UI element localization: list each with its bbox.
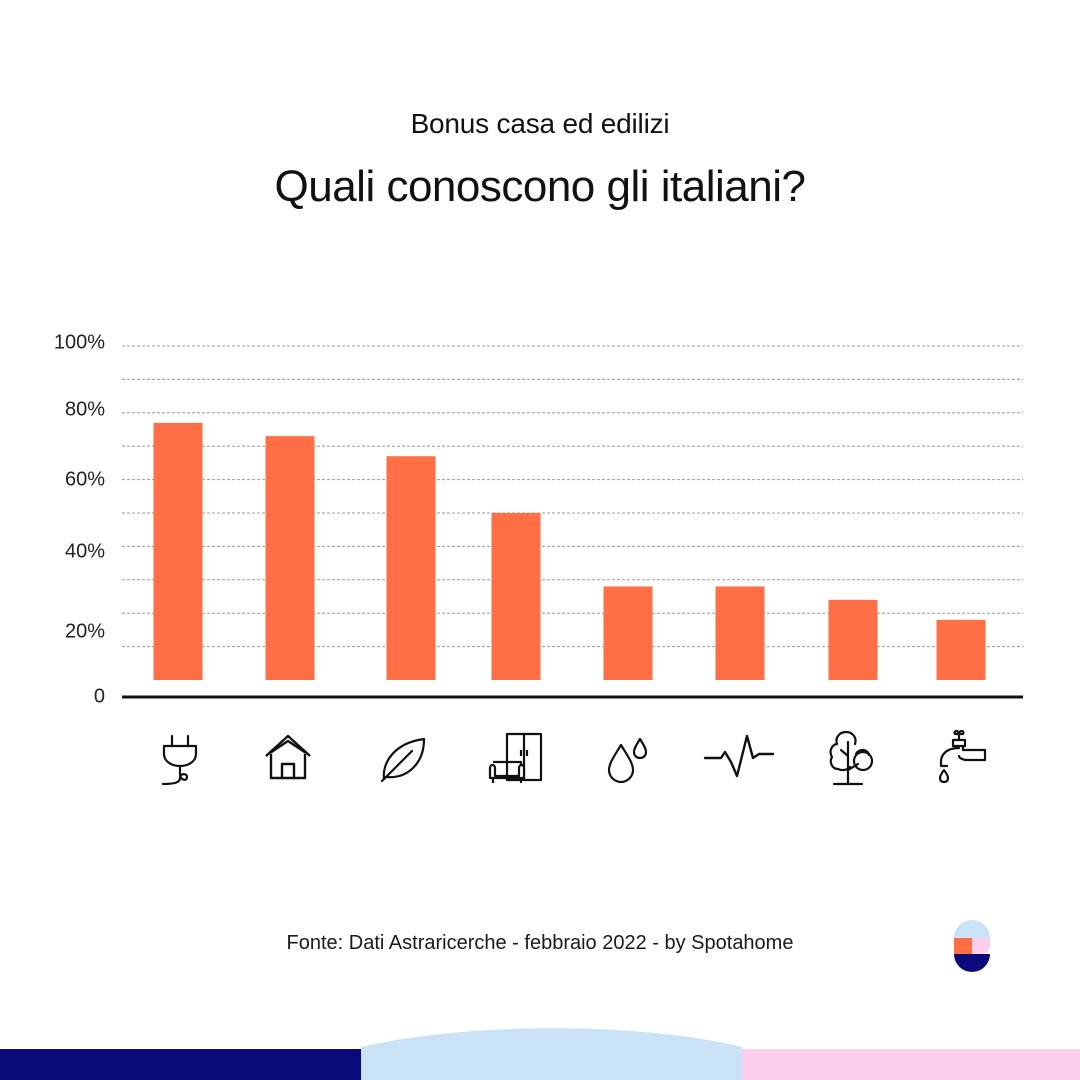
bar-furniture (491, 513, 541, 680)
faucet-icon (933, 728, 989, 784)
chart-title: Quali conoscono gli italiani? (274, 162, 806, 211)
decorative-color-bands (0, 1028, 1080, 1080)
bar-heartbeat (715, 586, 765, 680)
y-tick-label: 80% (65, 398, 105, 420)
chart-subtitle: Bonus casa ed edilizi (410, 108, 670, 139)
y-tick-label: 40% (65, 540, 105, 562)
plug-icon (155, 730, 205, 790)
y-tick-label: 100% (54, 331, 105, 353)
bar-plug (153, 422, 203, 680)
bars (153, 422, 986, 680)
y-axis-tick-labels: 0 20% 40% 60% 80% 100% (54, 331, 105, 707)
bar-leaf (386, 456, 436, 680)
y-tick-label: 20% (65, 620, 105, 642)
tree-icon (826, 728, 878, 788)
house-icon (262, 732, 314, 784)
heartbeat-icon (703, 732, 775, 780)
bar-water-drops (603, 586, 653, 680)
source-note: Fonte: Dati Astraricerche - febbraio 202… (286, 932, 794, 954)
bar-house (265, 436, 315, 680)
y-tick-label: 0 (94, 685, 105, 707)
bar-tree (828, 599, 878, 680)
bar-faucet (936, 619, 986, 680)
bar-chart: 0 20% 40% 60% 80% 100% (54, 331, 1023, 707)
water-drops-icon (605, 735, 651, 785)
furniture-icon (487, 732, 543, 786)
y-tick-label: 60% (65, 468, 105, 490)
leaf-icon (378, 735, 430, 783)
grid-lines (122, 345, 1023, 648)
spotahome-logo-icon (954, 920, 990, 972)
